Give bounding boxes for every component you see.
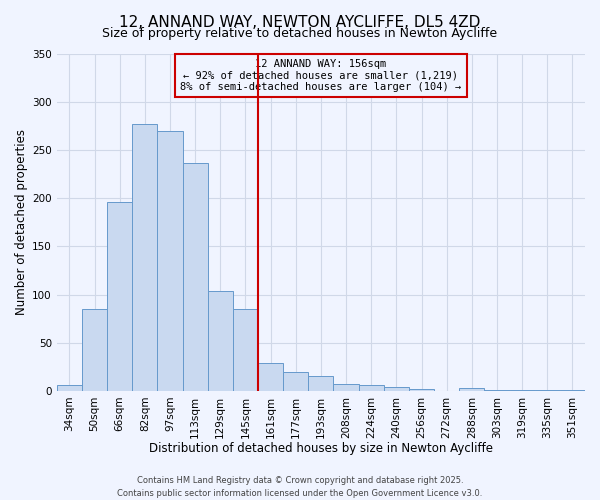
Bar [283,372,308,391]
Text: 12 ANNAND WAY: 156sqm
← 92% of detached houses are smaller (1,219)
8% of semi-de: 12 ANNAND WAY: 156sqm ← 92% of detached … [180,59,461,92]
Bar [484,390,509,391]
Bar [334,384,359,391]
Bar [560,390,585,391]
Bar [233,309,258,391]
Y-axis label: Number of detached properties: Number of detached properties [15,130,28,316]
Bar [57,385,82,391]
Bar [509,390,535,391]
Bar [409,389,434,391]
Bar [208,291,233,391]
Bar [157,131,182,391]
Bar [258,363,283,391]
Bar [359,385,384,391]
X-axis label: Distribution of detached houses by size in Newton Aycliffe: Distribution of detached houses by size … [149,442,493,455]
Bar [384,387,409,391]
Bar [82,309,107,391]
Bar [535,390,560,391]
Bar [132,124,157,391]
Bar [107,202,132,391]
Text: Contains HM Land Registry data © Crown copyright and database right 2025.
Contai: Contains HM Land Registry data © Crown c… [118,476,482,498]
Bar [182,163,208,391]
Bar [308,376,334,391]
Bar [459,388,484,391]
Text: 12, ANNAND WAY, NEWTON AYCLIFFE, DL5 4ZD: 12, ANNAND WAY, NEWTON AYCLIFFE, DL5 4ZD [119,15,481,30]
Text: Size of property relative to detached houses in Newton Aycliffe: Size of property relative to detached ho… [103,28,497,40]
